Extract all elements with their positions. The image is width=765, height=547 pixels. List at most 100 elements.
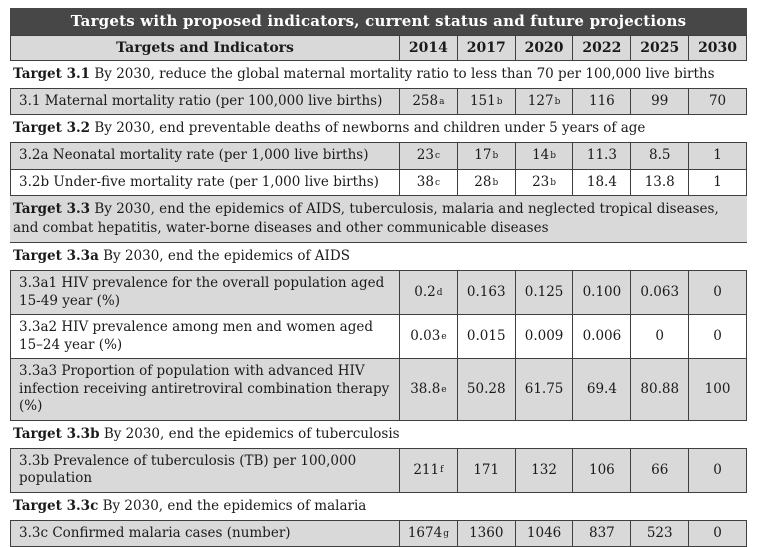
target-heading-row: Target 3.2 By 2030, end preventable deat… [10,114,747,143]
indicator-value-cell: 0.100 [572,271,630,315]
indicator-value: 80.88 [640,380,680,397]
indicator-value: 1 [713,173,722,190]
target-heading-row: Target 3.3a By 2030, end the epidemics o… [10,242,747,271]
target-id: Target 3.1 [13,66,91,82]
indicator-value: 1360 [469,524,504,541]
indicator-value: 23 [416,147,434,164]
target-description: By 2030, end the epidemics of malaria [102,497,367,514]
indicator-value: 171 [473,461,500,478]
indicator-value-cell: 211 f [399,448,457,492]
column-header-targets-indicators: Targets and Indicators [116,40,294,56]
indicator-value-cell: 132 [514,448,573,492]
indicator-value: 1 [713,147,722,164]
target-description: By 2030, end the epidemics of tuberculos… [103,425,400,442]
indicator-label: 3.2b Under-five mortality rate (per 1,00… [19,173,379,190]
indicator-value: 23 [532,173,550,190]
indicator-value: 0 [713,461,722,478]
indicator-value-cell: 258 a [399,88,457,115]
indicator-value-cell: 0.125 [514,271,573,315]
target-id: Target 3.3 [13,201,91,218]
indicator-value: 61.75 [524,380,564,397]
indicator-value: 0.009 [524,327,564,344]
indicator-value-cell: 0.063 [630,271,688,315]
indicator-value-cell: 151 b [456,88,515,115]
indicator-value-cell: 171 [456,448,515,492]
targets-indicators-table: Targets with proposed indicators, curren… [10,8,747,547]
table-body: Target 3.1 By 2030, reduce the global ma… [10,60,747,547]
indicator-value: 69.4 [586,380,617,397]
indicator-value: 11.3 [586,147,617,164]
indicator-value-cell: 70 [688,88,746,115]
indicator-value: 0 [713,524,722,541]
target-id: Target 3.3a [13,248,99,265]
indicator-value-cell: 17 b [456,143,515,169]
target-id: Target 3.3c [13,497,99,514]
indicator-value-cell: 66 [630,448,688,492]
column-header-year: 2020 [514,36,573,60]
indicator-value-cell: 23 c [399,143,457,169]
indicator-value-cell: 23 b [514,169,573,196]
indicator-value-cell: 28 b [456,169,515,196]
indicator-value-cell: 100 [688,359,746,420]
indicator-value: 837 [589,524,615,541]
indicator-value-cell: 50.28 [456,359,515,420]
indicator-value-cell: 0.015 [456,315,515,359]
indicator-value-cell: 106 [572,448,630,492]
indicator-value-cell: 8.5 [630,143,688,169]
indicator-value-cell: 14 b [514,143,573,169]
indicator-value-cell: 1360 [456,520,515,547]
table-header-row: Targets and Indicators 2014 2017 2020 2022 2… [10,35,747,60]
indicator-label: 3.3c Confirmed malaria cases (number) [19,524,291,541]
target-heading-row: Target 3.1 By 2030, reduce the global ma… [10,60,747,88]
table-title: Targets with proposed indicators, curren… [10,8,747,35]
indicator-value: 0.100 [582,283,622,300]
column-header-year: 2022 [572,36,630,60]
indicator-value: 1046 [526,524,562,541]
indicator-value-cell: 38.8 e [399,359,457,420]
indicator-value-cell: 1 [688,143,746,169]
indicator-value: 99 [651,92,669,109]
indicator-label: 3.2a Neonatal mortality rate (per 1,000 … [19,147,369,164]
indicator-value: 211 [413,461,440,478]
column-header-year: 2025 [630,36,688,60]
indicator-value: 132 [531,461,557,478]
target-heading-row: Target 3.3b By 2030, end the epidemics o… [10,419,747,448]
indicator-row: 3.1 Maternal mortality ratio (per 100,00… [10,87,747,115]
target-description: By 2030, reduce the global maternal mort… [94,66,715,82]
indicator-value-cell: 0.163 [456,271,515,315]
indicator-value: 50.28 [466,380,506,397]
indicator-value-cell: 523 [630,520,688,547]
indicator-value-cell: 99 [630,88,688,115]
indicator-value: 0.125 [524,283,564,300]
indicator-label: 3.1 Maternal mortality ratio (per 100,00… [19,92,383,109]
column-header-year: 2014 [399,36,457,60]
indicator-value-cell: 127 b [514,88,573,115]
indicator-value: 0.2 [414,283,436,300]
indicator-row: 3.3b Prevalence of tuberculosis (TB) per… [10,447,747,492]
indicator-value: 0 [655,327,665,344]
indicator-label: 3.3a1 HIV prevalence for the overall pop… [19,275,385,309]
indicator-value-cell: 18.4 [572,169,630,196]
indicator-value: 1674 [407,524,443,541]
indicator-value: 0.063 [640,283,680,300]
indicator-value: 0.015 [466,327,506,344]
indicator-value: 151 [469,92,496,109]
indicator-value-cell: 0 [688,271,746,315]
indicator-row: 3.3a1 HIV prevalence for the overall pop… [10,270,747,315]
indicator-value: 100 [704,380,731,397]
indicator-value-cell: 0 [630,315,688,359]
indicator-value: 127 [527,92,554,109]
indicator-value-cell: 69.4 [572,359,630,420]
target-description: By 2030, end the epidemics of AIDS, tube… [13,201,719,237]
indicator-value-cell: 11.3 [572,143,630,169]
target-id: Target 3.3b [13,425,100,442]
column-header-year: 2017 [456,36,515,60]
indicator-value: 0 [713,327,722,344]
indicator-value-cell: 837 [572,520,630,547]
indicator-value-cell: 0.2 d [399,271,457,315]
indicator-value-cell: 0 [688,448,746,492]
indicator-value-cell: 0.03 e [399,315,457,359]
target-heading-row: Target 3.3 By 2030, end the epidemics of… [10,195,747,243]
indicator-value: 0.03 [410,327,441,344]
indicator-value: 116 [589,92,615,109]
